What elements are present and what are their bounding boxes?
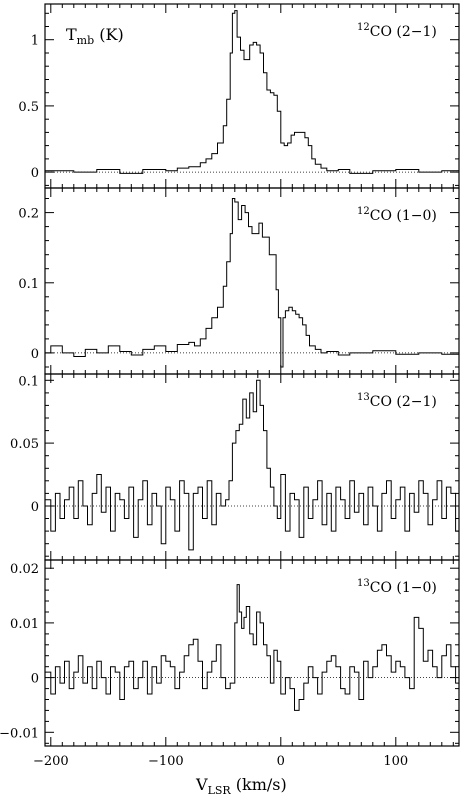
- y-tick-label: −0.01: [0, 726, 39, 741]
- y-tick-label: 0: [31, 500, 39, 515]
- panel-2: 0 0.1 0.2 12CO (1−0): [18, 187, 460, 375]
- panel-label-transition: CO (2−1): [370, 394, 437, 410]
- panel-4: −0.01 0 0.01 0.02 13CO (1−0): [0, 559, 460, 747]
- y-tick-label: 0.5: [18, 100, 39, 115]
- y-tick-label: 0.02: [10, 562, 39, 577]
- panel-3: 0 0.05 0.1 13CO (2−1): [10, 373, 460, 561]
- y-axis-title-unit: (K): [99, 25, 123, 44]
- x-axis-labels: −200 −100 0 100: [33, 754, 408, 769]
- panel-frame: [44, 559, 460, 747]
- panel-label-isotope: 13: [357, 392, 370, 403]
- y-axis-title: Tmb (K): [66, 25, 124, 47]
- panel-label: 13CO (2−1): [357, 392, 437, 410]
- y-tick-label: 0: [31, 347, 39, 362]
- spectrum-series: [45, 584, 459, 711]
- y-axis-title-main: T: [66, 25, 77, 44]
- y-tick-label: 0.2: [18, 207, 39, 222]
- panel-label-transition: CO (1−0): [370, 208, 437, 224]
- x-axis-title: VLSR (km/s): [195, 775, 287, 797]
- panel-1: 0 0.5 1 12CO (2−1): [18, 3, 460, 189]
- panel-label-isotope: 12: [357, 22, 370, 33]
- x-axis-title-main: V: [195, 775, 208, 794]
- y-axis-title-sub: mb: [77, 34, 94, 47]
- panel-label-transition: CO (1−0): [370, 580, 437, 596]
- x-tick-label: 100: [383, 754, 408, 769]
- x-tick-label: −100: [148, 754, 184, 769]
- panel-label: 13CO (1−0): [357, 578, 437, 596]
- y-tick-label: 1: [31, 34, 39, 49]
- panel-label-transition: CO (2−1): [370, 24, 437, 40]
- panel-label-isotope: 12: [357, 206, 370, 217]
- panel-label-isotope: 13: [357, 578, 370, 589]
- x-tick-label: −200: [33, 754, 69, 769]
- x-tick-label: 0: [277, 754, 285, 769]
- y-tick-label: 0.01: [10, 617, 39, 632]
- panel-label: 12CO (1−0): [357, 206, 437, 224]
- spectrum-series: [45, 198, 459, 368]
- panel-label: 12CO (2−1): [357, 22, 437, 40]
- spectrum-series: [45, 10, 460, 174]
- y-tick-label: 0.1: [18, 374, 39, 389]
- y-tick-label: 0: [31, 166, 39, 181]
- x-axis-title-unit: (km/s): [236, 775, 287, 794]
- spectrum-series: [45, 379, 459, 551]
- y-tick-label: 0.05: [10, 437, 39, 452]
- y-tick-label: 0: [31, 672, 39, 687]
- y-tick-label: 0.1: [18, 277, 39, 292]
- x-axis-title-sub: LSR: [208, 784, 232, 797]
